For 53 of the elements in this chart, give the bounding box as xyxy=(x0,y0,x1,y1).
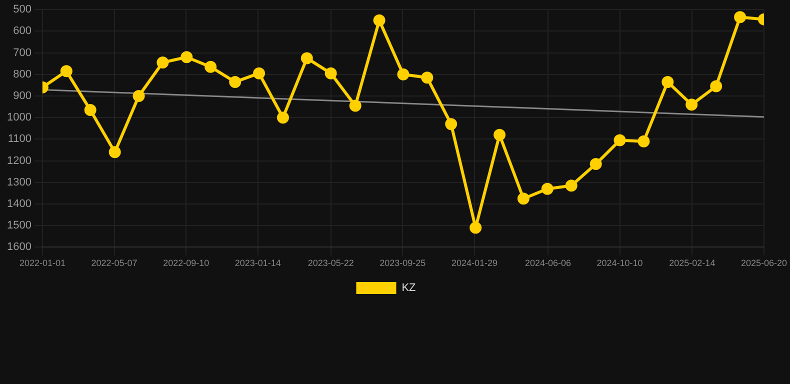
y-tick-label: 700 xyxy=(13,46,32,59)
point xyxy=(421,72,434,84)
y-tick-label: 1100 xyxy=(8,133,32,146)
point xyxy=(132,90,145,102)
x-tick-label: 2025-02-14 xyxy=(669,258,716,268)
point xyxy=(276,112,289,124)
x-tick-label: 2024-06-06 xyxy=(524,258,572,268)
x-tick-label: 2022-05-07 xyxy=(91,258,138,268)
x-tick-label: 2022-01-01 xyxy=(19,258,66,268)
y-tick-label: 1500 xyxy=(6,220,32,232)
point xyxy=(445,118,458,130)
point xyxy=(517,192,530,205)
point xyxy=(84,104,96,116)
legend-label: KZ xyxy=(402,282,416,294)
x-tick-label: 2024-10-10 xyxy=(596,258,643,268)
point xyxy=(662,76,674,88)
y-tick-label: 1300 xyxy=(6,176,32,188)
point xyxy=(349,100,362,112)
point xyxy=(494,128,506,141)
y-tick-label: 1400 xyxy=(6,198,32,210)
x-tick-label: 2022-09-10 xyxy=(163,258,210,268)
point xyxy=(397,68,410,80)
x-tick-label: 2024-01-29 xyxy=(451,258,498,268)
point xyxy=(60,65,72,78)
y-tick-label: 1200 xyxy=(6,154,32,167)
point xyxy=(470,222,482,234)
point xyxy=(373,14,386,26)
point xyxy=(324,67,337,80)
point xyxy=(614,134,626,146)
x-tick-label: 2025-06-20 xyxy=(740,258,788,268)
y-tick-label: 1600 xyxy=(6,241,32,254)
x-tick-label: 2023-05-22 xyxy=(308,258,354,268)
point xyxy=(204,60,217,73)
point xyxy=(565,180,578,192)
y-tick-label: 500 xyxy=(13,4,32,16)
point xyxy=(541,182,554,195)
y-tick-label: 800 xyxy=(13,68,32,80)
point xyxy=(180,51,193,64)
y-tick-label: 900 xyxy=(13,90,32,102)
y-tick-label: 1000 xyxy=(6,112,32,124)
x-tick-label: 2023-01-14 xyxy=(234,258,281,268)
point xyxy=(710,80,722,92)
point xyxy=(734,11,746,24)
point xyxy=(108,146,121,158)
point xyxy=(638,135,650,148)
x-tick-label: 2023-09-25 xyxy=(380,258,426,268)
point xyxy=(590,158,602,170)
point xyxy=(686,98,698,111)
y-tick-label: 600 xyxy=(13,25,32,38)
point xyxy=(300,52,313,64)
point xyxy=(156,56,169,69)
point xyxy=(253,67,266,80)
point xyxy=(229,76,242,88)
